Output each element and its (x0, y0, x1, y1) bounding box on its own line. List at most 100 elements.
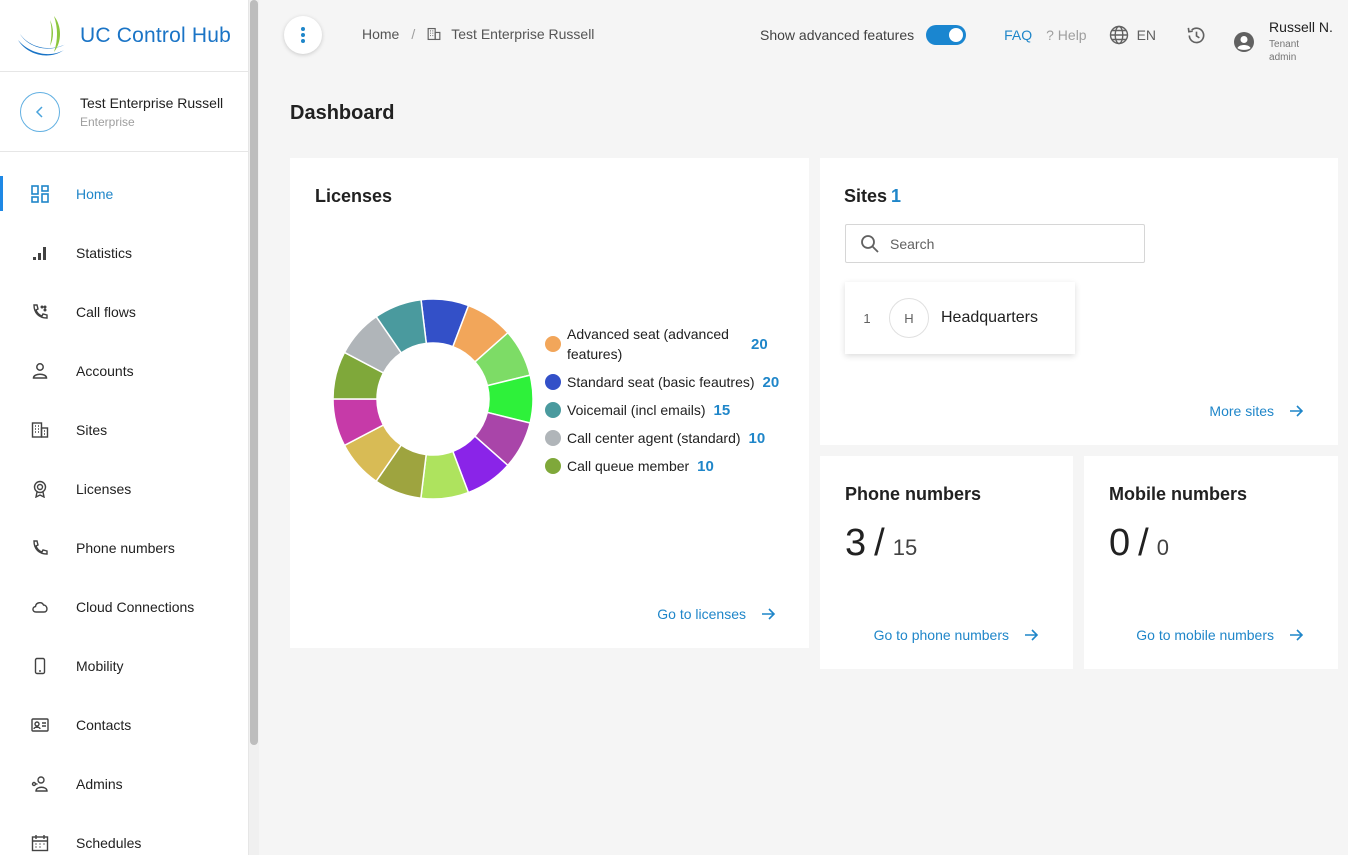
legend-swatch (545, 458, 561, 474)
usage-separator: / (874, 522, 885, 564)
site-avatar: H (889, 298, 929, 338)
tenant-header: Test Enterprise Russell Enterprise (0, 72, 248, 152)
globe-icon (1109, 25, 1128, 45)
account-circle-icon (1234, 31, 1255, 52)
sidebar-nav: Home Statistics Call flows Accounts Site… (0, 152, 248, 855)
phone-numbers-title: Phone numbers (845, 484, 982, 504)
sidebar-item-label: Sites (76, 421, 108, 438)
chevron-left-icon (35, 105, 43, 118)
legend-item: Voicemail (incl emails) 15 (545, 400, 785, 420)
sidebar-item-label: Contacts (76, 716, 132, 733)
link-label: More sites (1209, 403, 1274, 419)
sidebar-item-label: Accounts (76, 362, 134, 379)
sidebar-item-sites[interactable]: Sites (0, 400, 248, 459)
legend-label: Voicemail (incl emails) (567, 402, 706, 418)
advanced-features-label: Show advanced features (760, 27, 915, 43)
phone-numbers-card: Phone numbers 3 / 15 Go to phone numbers (820, 456, 1073, 669)
help-link[interactable]: ? Help (1046, 27, 1087, 43)
tenant-name: Test Enterprise Russell (80, 94, 224, 111)
toggle-knob (949, 28, 964, 42)
phone-icon (30, 538, 50, 558)
breadcrumb-separator: / (411, 26, 416, 42)
sidebar-item-label: Statistics (76, 244, 133, 261)
sidebar-item-accounts[interactable]: Accounts (0, 341, 248, 400)
award-icon (30, 479, 50, 499)
arrow-right-icon (1290, 405, 1304, 417)
legend-item: Call queue member 10 (545, 456, 785, 476)
person-icon (30, 361, 50, 381)
sidebar-item-schedules[interactable]: Schedules (0, 813, 248, 855)
user-menu[interactable]: Russell N. Tenant admin (1233, 7, 1333, 64)
sidebar-item-admins[interactable]: Admins (0, 754, 248, 813)
sites-search[interactable] (845, 224, 1145, 263)
more-menu-button[interactable] (284, 16, 322, 54)
legend-count: 10 (748, 429, 766, 447)
legend-item: Advanced seat (advanced features) 20 (545, 324, 785, 364)
dashboard-icon (30, 184, 50, 204)
arrow-right-icon (762, 608, 776, 620)
legend-swatch (545, 336, 561, 352)
sidebar-item-home[interactable]: Home (0, 164, 248, 223)
sites-count: 1 (891, 186, 902, 206)
mobile-icon (30, 656, 50, 676)
page-title: Dashboard (290, 102, 395, 124)
building-icon (427, 27, 441, 41)
back-button[interactable] (20, 91, 60, 132)
history-icon (1187, 26, 1205, 43)
header-actions: Show advanced features FAQ ? Help EN Rus… (760, 0, 1333, 70)
legend-count: 10 (697, 457, 714, 475)
search-input[interactable] (890, 235, 1130, 252)
phone-numbers-used: 3 (845, 522, 867, 564)
history-button[interactable] (1186, 25, 1207, 46)
tenant-type: Enterprise (80, 114, 135, 129)
bar-chart-icon (30, 243, 50, 263)
mobile-numbers-card: Mobile numbers 0 / 0 Go to mobile number… (1084, 456, 1338, 669)
sidebar-item-label: Cloud Connections (76, 598, 195, 615)
donut-slice[interactable] (375, 298, 428, 354)
link-label: Go to mobile numbers (1136, 627, 1274, 643)
site-index: 1 (863, 310, 871, 326)
licenses-legend: Advanced seat (advanced features) 20 Sta… (545, 324, 785, 484)
brand[interactable]: UC Control Hub (0, 0, 248, 72)
sidebar-item-cloud-connections[interactable]: Cloud Connections (0, 577, 248, 636)
sites-title-text: Sites (844, 186, 888, 206)
sidebar-item-statistics[interactable]: Statistics (0, 223, 248, 282)
user-name: Russell N. (1269, 18, 1333, 35)
legend-label: Call center agent (standard) (567, 430, 741, 446)
building-icon (30, 420, 50, 440)
sidebar-item-label: Phone numbers (76, 539, 175, 556)
arrow-right-icon (1025, 629, 1039, 641)
sidebar-item-label: Call flows (76, 303, 136, 320)
breadcrumb-home[interactable]: Home (362, 26, 400, 42)
sidebar-item-phone-numbers[interactable]: Phone numbers (0, 518, 248, 577)
licenses-card: Licenses Advanced seat (advanced feature… (290, 158, 809, 648)
calendar-icon (30, 833, 50, 853)
legend-swatch (545, 430, 561, 446)
go-to-phone-numbers-link[interactable]: Go to phone numbers (874, 627, 1039, 643)
legend-swatch (545, 374, 561, 390)
language-selector[interactable]: EN (1109, 25, 1156, 45)
sidebar-item-call-flows[interactable]: Call flows (0, 282, 248, 341)
more-sites-link[interactable]: More sites (1209, 403, 1304, 419)
sidebar-item-label: Home (76, 185, 114, 202)
site-list-item[interactable]: 1 H Headquarters (845, 282, 1075, 354)
mobile-numbers-total: 0 (1156, 535, 1169, 560)
go-to-licenses-link[interactable]: Go to licenses (657, 606, 776, 622)
arrow-right-icon (1290, 629, 1304, 641)
uc-logo-icon (18, 15, 66, 55)
sidebar-item-contacts[interactable]: Contacts (0, 695, 248, 754)
usage-separator: / (1138, 522, 1149, 564)
brand-title: UC Control Hub (80, 23, 232, 47)
sidebar-item-mobility[interactable]: Mobility (0, 636, 248, 695)
language-code: EN (1136, 27, 1157, 43)
go-to-mobile-numbers-link[interactable]: Go to mobile numbers (1136, 627, 1304, 643)
legend-label: Advanced seat (advanced features) (567, 326, 729, 362)
faq-link[interactable]: FAQ (1004, 27, 1033, 43)
scrollbar-thumb[interactable] (250, 0, 258, 745)
sidebar-item-licenses[interactable]: Licenses (0, 459, 248, 518)
advanced-features-toggle[interactable] (926, 25, 967, 45)
cloud-icon (30, 597, 50, 617)
user-role: Tenant admin (1269, 38, 1300, 63)
sidebar-item-label: Admins (76, 775, 123, 792)
sidebar-scrollbar[interactable] (249, 0, 259, 855)
